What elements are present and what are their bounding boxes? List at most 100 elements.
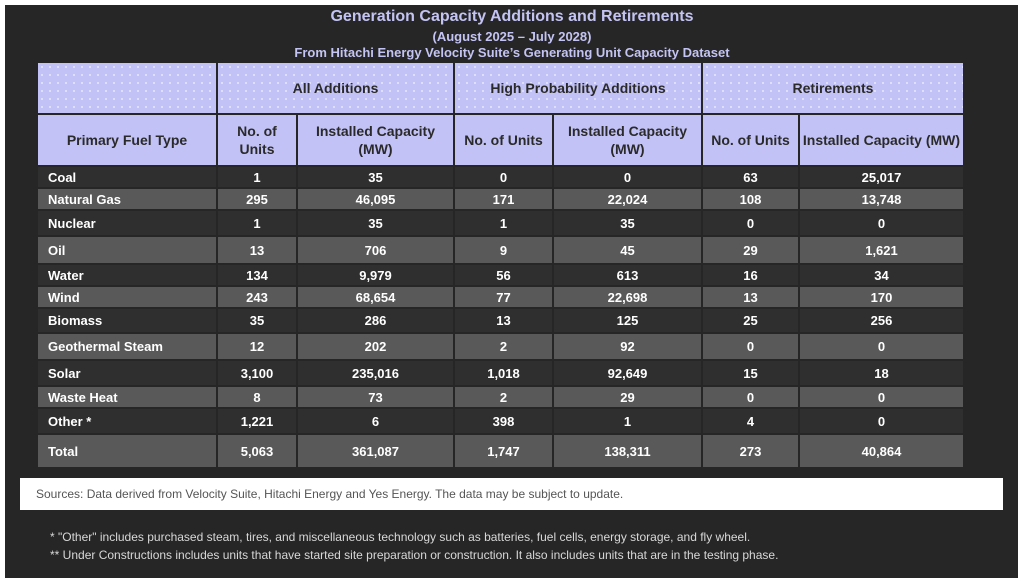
units-cell: 0: [703, 211, 798, 235]
capacity-cell: 0: [800, 334, 963, 359]
capacity-cell: 92: [554, 334, 701, 359]
capacity-cell: 9,979: [298, 265, 453, 285]
capacity-cell: 256: [800, 309, 963, 332]
units-cell: 1: [455, 211, 552, 235]
capacity-cell: 202: [298, 334, 453, 359]
fuel-type-cell: Biomass: [38, 309, 216, 332]
units-cell: 63: [703, 167, 798, 187]
units-cell: 12: [218, 334, 296, 359]
group-header-retirements: Retirements: [703, 63, 963, 113]
header-capacity: Installed Capacity (MW): [298, 115, 453, 165]
capacity-cell: 0: [554, 167, 701, 187]
capacity-cell: 34: [800, 265, 963, 285]
units-cell: 1,018: [455, 361, 552, 385]
capacity-cell: 6: [298, 409, 453, 433]
capacity-cell: 40,864: [800, 435, 963, 467]
units-cell: 1,221: [218, 409, 296, 433]
capacity-cell: 286: [298, 309, 453, 332]
table-row: Other * 1,221 6 398 1 4 0: [38, 409, 963, 433]
fuel-type-cell: Solar: [38, 361, 216, 385]
units-cell: 0: [455, 167, 552, 187]
capacity-cell: 138,311: [554, 435, 701, 467]
capacity-cell: 92,649: [554, 361, 701, 385]
units-cell: 243: [218, 287, 296, 307]
units-cell: 29: [703, 237, 798, 263]
header-blank: [38, 63, 216, 113]
units-cell: 0: [703, 387, 798, 407]
table-row: Natural Gas 295 46,095 171 22,024 108 13,748: [38, 189, 963, 209]
table-title: Generation Capacity Additions and Retire…: [330, 8, 694, 25]
total-row: Total 5,063 361,087 1,747 138,311 273 40,864: [38, 435, 963, 467]
fuel-type-cell: Other *: [38, 409, 216, 433]
units-cell: 1: [218, 211, 296, 235]
fuel-type-cell: Water: [38, 265, 216, 285]
units-cell: 273: [703, 435, 798, 467]
units-cell: 2: [455, 387, 552, 407]
capacity-cell: 1,621: [800, 237, 963, 263]
fuel-type-cell: Waste Heat: [38, 387, 216, 407]
capacity-cell: 0: [800, 387, 963, 407]
table-row: Biomass 35 286 13 125 25 256: [38, 309, 963, 332]
units-cell: 35: [218, 309, 296, 332]
units-cell: 9: [455, 237, 552, 263]
units-cell: 171: [455, 189, 552, 209]
header-fuel-type: Primary Fuel Type: [38, 115, 216, 165]
capacity-cell: 0: [800, 211, 963, 235]
capacity-table: All Additions High Probability Additions…: [36, 61, 965, 469]
units-cell: 13: [455, 309, 552, 332]
sources-note: Sources: Data derived from Velocity Suit…: [20, 478, 1003, 510]
footnote-other: * "Other" includes purchased steam, tire…: [50, 530, 751, 544]
table-row: Waste Heat 8 73 2 29 0 0: [38, 387, 963, 407]
units-cell: 398: [455, 409, 552, 433]
capacity-cell: 18: [800, 361, 963, 385]
capacity-cell: 170: [800, 287, 963, 307]
capacity-cell: 25,017: [800, 167, 963, 187]
units-cell: 77: [455, 287, 552, 307]
capacity-cell: 613: [554, 265, 701, 285]
units-cell: 13: [218, 237, 296, 263]
fuel-type-cell: Oil: [38, 237, 216, 263]
header-units: No. of Units: [218, 115, 296, 165]
capacity-cell: 68,654: [298, 287, 453, 307]
units-cell: 25: [703, 309, 798, 332]
capacity-cell: 35: [298, 211, 453, 235]
header-units: No. of Units: [703, 115, 798, 165]
table-row: Water 134 9,979 56 613 16 34: [38, 265, 963, 285]
table-row: Coal 1 35 0 0 63 25,017: [38, 167, 963, 187]
header-units: No. of Units: [455, 115, 552, 165]
capacity-cell: 22,698: [554, 287, 701, 307]
table-row: Nuclear 1 35 1 35 0 0: [38, 211, 963, 235]
fuel-type-cell: Nuclear: [38, 211, 216, 235]
units-cell: 134: [218, 265, 296, 285]
units-cell: 295: [218, 189, 296, 209]
footnote-under-construction: ** Under Constructions includes units th…: [50, 548, 779, 562]
capacity-cell: 361,087: [298, 435, 453, 467]
units-cell: 0: [703, 334, 798, 359]
units-cell: 3,100: [218, 361, 296, 385]
units-cell: 1,747: [455, 435, 552, 467]
capacity-cell: 22,024: [554, 189, 701, 209]
table-row: Oil 13 706 9 45 29 1,621: [38, 237, 963, 263]
units-cell: 16: [703, 265, 798, 285]
capacity-cell: 235,016: [298, 361, 453, 385]
units-cell: 108: [703, 189, 798, 209]
capacity-cell: 35: [554, 211, 701, 235]
capacity-cell: 46,095: [298, 189, 453, 209]
units-cell: 8: [218, 387, 296, 407]
capacity-cell: 73: [298, 387, 453, 407]
capacity-cell: 45: [554, 237, 701, 263]
capacity-cell: 35: [298, 167, 453, 187]
capacity-cell: 0: [800, 409, 963, 433]
capacity-cell: 706: [298, 237, 453, 263]
units-cell: 4: [703, 409, 798, 433]
fuel-type-cell: Wind: [38, 287, 216, 307]
capacity-cell: 13,748: [800, 189, 963, 209]
header-capacity: Installed Capacity (MW): [800, 115, 963, 165]
table-row: Geothermal Steam 12 202 2 92 0 0: [38, 334, 963, 359]
capacity-cell: 29: [554, 387, 701, 407]
table-row: Wind 243 68,654 77 22,698 13 170: [38, 287, 963, 307]
table-row: Solar 3,100 235,016 1,018 92,649 15 18: [38, 361, 963, 385]
capacity-cell: 1: [554, 409, 701, 433]
header-capacity: Installed Capacity (MW): [554, 115, 701, 165]
table-period: (August 2025 – July 2028): [432, 29, 592, 44]
